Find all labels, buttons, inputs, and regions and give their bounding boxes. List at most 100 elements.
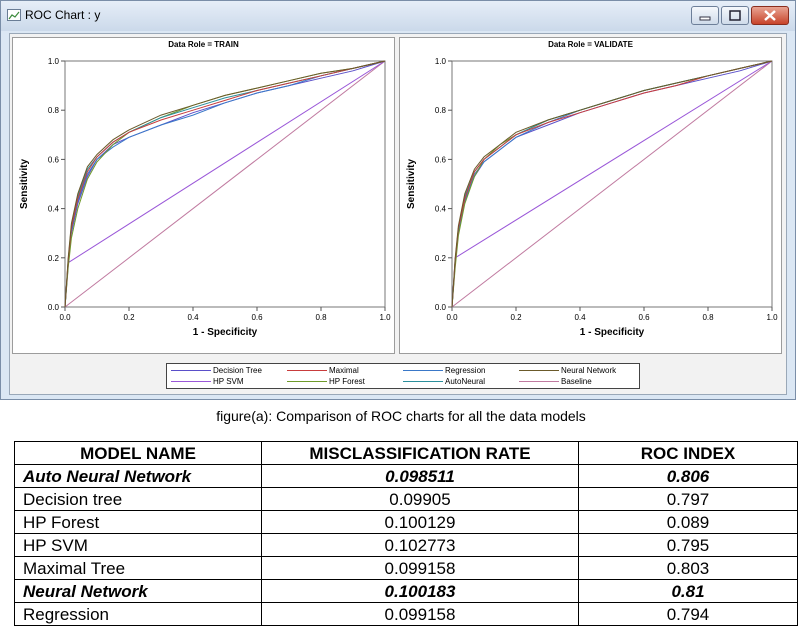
y-axis-label: Sensitivity [406, 159, 417, 209]
x-axis-label: 1 - Specificity [193, 327, 258, 338]
minimize-button[interactable] [691, 6, 719, 25]
legend-item-decision-tree: Decision Tree [171, 366, 262, 375]
roc-index-cell: 0.81 [578, 579, 798, 603]
x-tick-label: 0.0 [59, 313, 71, 322]
table-row: HP SVM 0.102773 0.795 [14, 533, 798, 557]
legend-swatch [519, 381, 559, 382]
x-tick-label: 0.6 [638, 313, 650, 322]
y-tick-label: 0.0 [435, 303, 447, 312]
window-title: ROC Chart : y [25, 8, 101, 22]
series-line-neural-network [451, 60, 773, 308]
legend-swatch [287, 370, 327, 371]
train-panel: Data Role = TRAIN 0.0 0.2 0.4 0.6 0.8 1.0 0.0 0… [12, 37, 395, 354]
legend-item-regression: Regression [403, 366, 485, 375]
misclassification-rate-cell: 0.100129 [261, 510, 579, 534]
table-row: HP Forest 0.100129 0.089 [14, 510, 798, 534]
x-tick-label: 0.2 [510, 313, 522, 322]
legend-item-hp-svm: HP SVM [171, 377, 244, 386]
legend-swatch [287, 381, 327, 382]
x-tick-label: 0.4 [187, 313, 199, 322]
model-name-cell: Neural Network [14, 579, 262, 603]
legend-item-hp-forest: HP Forest [287, 377, 365, 386]
legend-item-neural-network: Neural Network [519, 366, 616, 375]
y-tick-label: 0.2 [48, 254, 60, 263]
legend-swatch [171, 370, 211, 371]
close-icon [764, 10, 776, 21]
x-tick-label: 0.2 [123, 313, 135, 322]
maximize-button[interactable] [721, 6, 749, 25]
y-tick-label: 0.2 [435, 254, 447, 263]
validate-panel-title: Data Role = VALIDATE [548, 40, 633, 49]
legend-swatch [403, 381, 443, 382]
model-comparison-table: MODEL NAME MISCLASSIFICATION RATE ROC IN… [14, 441, 798, 626]
y-tick-label: 1.0 [435, 57, 447, 66]
legend-swatch [403, 370, 443, 371]
close-button[interactable] [751, 6, 789, 25]
roc-index-cell: 0.794 [578, 602, 798, 626]
model-name-cell: HP SVM [14, 533, 262, 557]
y-axis-label: Sensitivity [19, 159, 30, 209]
roc-index-cell: 0.806 [578, 464, 798, 488]
roc-index-cell: 0.795 [578, 533, 798, 557]
series-line-baseline [64, 60, 386, 308]
maximize-icon [729, 10, 741, 21]
model-name-cell: Auto Neural Network [14, 464, 262, 488]
table-row: Decision tree 0.09905 0.797 [14, 487, 798, 511]
validate-panel: Data Role = VALIDATE 0.0 0.2 0.4 0.6 0.8 1.0 0… [399, 37, 782, 354]
roc-index-cell: 0.803 [578, 556, 798, 580]
model-name-cell: Decision tree [14, 487, 262, 511]
series-line-baseline [451, 60, 773, 308]
table-header-row: MODEL NAME MISCLASSIFICATION RATE ROC IN… [14, 441, 798, 465]
model-name-cell: Regression [14, 602, 262, 626]
roc-index-cell: 0.089 [578, 510, 798, 534]
series-line-maximal [451, 60, 773, 308]
chart-area: Data Role = TRAIN 0.0 0.2 0.4 0.6 0.8 1.0 0.0 0… [9, 33, 787, 395]
y-tick-label: 0.0 [48, 303, 60, 312]
series-line-maximal [64, 60, 386, 308]
x-axis-label: 1 - Specificity [580, 327, 645, 338]
table-row: Maximal Tree 0.099158 0.803 [14, 556, 798, 580]
roc-chart-window: ROC Chart : y Data Role = TRAIN 0.0 0.2 0.… [0, 0, 796, 400]
header-misclassification-rate: MISCLASSIFICATION RATE [261, 441, 579, 465]
train-panel-title: Data Role = TRAIN [168, 40, 239, 49]
roc-index-cell: 0.797 [578, 487, 798, 511]
y-tick-label: 0.4 [48, 205, 60, 214]
title-bar[interactable]: ROC Chart : y [1, 1, 795, 31]
series-line-regression [64, 60, 386, 308]
x-tick-label: 1.0 [766, 313, 778, 322]
chart-icon [7, 9, 21, 21]
table-row: Auto Neural Network 0.098511 0.806 [14, 464, 798, 488]
minimize-icon [699, 16, 711, 21]
misclassification-rate-cell: 0.099158 [261, 556, 579, 580]
series-line-neural-network [64, 60, 386, 308]
misclassification-rate-cell: 0.100183 [261, 579, 579, 603]
misclassification-rate-cell: 0.09905 [261, 487, 579, 511]
header-roc-index: ROC INDEX [578, 441, 798, 465]
legend-item-autoneural: AutoNeural [403, 377, 485, 386]
y-tick-label: 0.6 [435, 155, 447, 164]
train-roc-chart: 0.0 0.2 0.4 0.6 0.8 1.0 0.0 0.2 0.4 0.6 0.8 1.0 1 - … [19, 57, 391, 338]
chart-legend: Decision Tree Maximal Regression Neural … [166, 363, 640, 389]
validate-roc-chart: 0.0 0.2 0.4 0.6 0.8 1.0 0.0 0.2 0.4 0.6 0.8 1.0 1 - … [406, 57, 778, 338]
model-name-cell: HP Forest [14, 510, 262, 534]
y-tick-label: 0.8 [48, 106, 60, 115]
legend-item-maximal: Maximal [287, 366, 359, 375]
y-tick-label: 0.6 [48, 155, 60, 164]
x-tick-label: 0.4 [574, 313, 586, 322]
table-row: Neural Network 0.100183 0.81 [14, 579, 798, 603]
legend-swatch [171, 381, 211, 382]
x-tick-label: 0.8 [315, 313, 327, 322]
x-tick-label: 0.8 [702, 313, 714, 322]
y-tick-label: 1.0 [48, 57, 60, 66]
x-tick-label: 0.0 [446, 313, 458, 322]
legend-item-baseline: Baseline [519, 377, 592, 386]
misclassification-rate-cell: 0.099158 [261, 602, 579, 626]
misclassification-rate-cell: 0.102773 [261, 533, 579, 557]
y-tick-label: 0.8 [435, 106, 447, 115]
misclassification-rate-cell: 0.098511 [261, 464, 579, 488]
model-name-cell: Maximal Tree [14, 556, 262, 580]
legend-swatch [519, 370, 559, 371]
x-tick-label: 0.6 [251, 313, 263, 322]
figure-caption: figure(a): Comparison of ROC charts for … [216, 408, 586, 424]
header-model-name: MODEL NAME [14, 441, 262, 465]
